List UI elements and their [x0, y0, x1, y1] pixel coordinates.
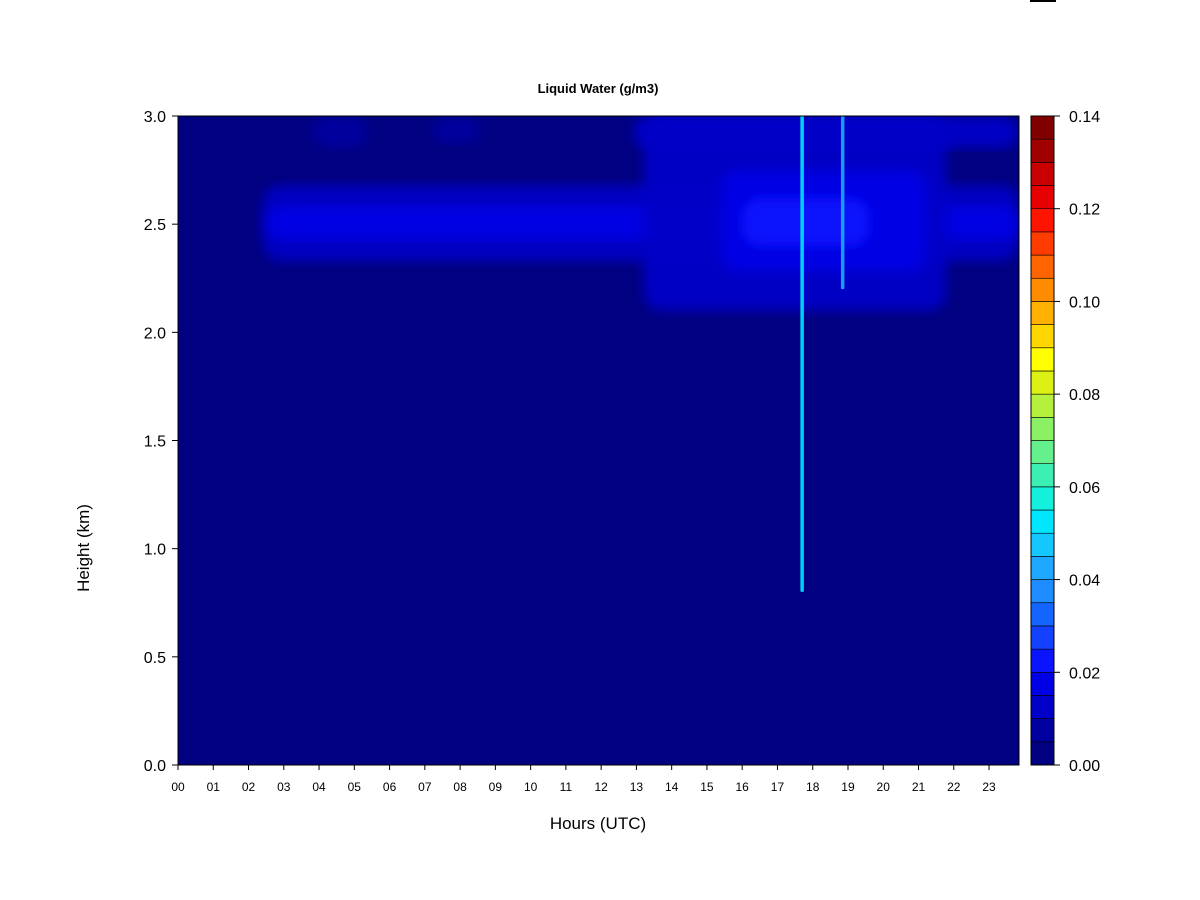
heatmap-cell-upper-layer-early-a: [311, 116, 369, 149]
x-tick-label: 02: [242, 780, 256, 794]
colorbar-swatch: [1030, 417, 1055, 441]
x-tick-label: 07: [418, 780, 432, 794]
colorbar-swatch: [1030, 579, 1055, 604]
colorbar-swatch: [1030, 254, 1055, 279]
colorbar-tick-label: 0.00: [1069, 758, 1100, 775]
colorbar-swatch: [1030, 718, 1055, 743]
colorbar-tick-label: 0.10: [1069, 294, 1100, 311]
y-tick-label: 0.5: [144, 650, 166, 667]
colorbar-swatch: [1030, 509, 1055, 534]
x-tick-label: 12: [594, 780, 608, 794]
x-tick-label: 14: [665, 780, 679, 794]
colorbar-tick-label: 0.04: [1069, 573, 1100, 590]
x-tick-label: 20: [877, 780, 891, 794]
colorbar-swatch: [1030, 556, 1055, 580]
colorbar-swatch: [1030, 625, 1055, 650]
colorbar-swatch: [1030, 671, 1055, 696]
x-tick-label: 17: [771, 780, 785, 794]
x-tick-label: 18: [806, 780, 820, 794]
y-tick-label: 2.5: [144, 217, 166, 234]
colorbar-ticks: 0.00 0.02 0.04 0.06 0.08 0.10 0.12 0.14: [1054, 109, 1100, 775]
colorbar-swatch: [1030, 486, 1055, 511]
colorbar-swatch: [1030, 532, 1055, 557]
colorbar-swatch: [1030, 648, 1055, 673]
colorbar-swatch: [1030, 347, 1055, 372]
y-tick-label: 1.5: [144, 434, 166, 451]
y-axis-label: Height (km): [74, 504, 93, 592]
colorbar-frame: [1030, 115, 1055, 766]
colorbar: [1030, 115, 1055, 766]
x-axis: 00 01 02 03 04 05 06 07 08 09 10 11 12 13 14 15 16 17 18 19…: [171, 765, 996, 794]
colorbar-swatch: [1030, 741, 1055, 766]
x-tick-label: 05: [348, 780, 362, 794]
x-tick-label: 19: [841, 780, 855, 794]
x-tick-label: 23: [982, 780, 996, 794]
chart-title: Liquid Water (g/m3): [538, 81, 659, 96]
heatmap-cell-upper-layer-afternoon: [632, 116, 1019, 149]
colorbar-swatch: [1030, 301, 1055, 325]
heatmap-cell-upper-layer-early-b: [431, 116, 482, 145]
x-tick-label: 16: [736, 780, 750, 794]
x-tick-label: 06: [383, 780, 397, 794]
y-tick-label: 2.0: [144, 325, 166, 342]
heatmap-cell-spike-17.7h: [800, 116, 804, 592]
heatmap-features: [262, 116, 1019, 592]
x-tick-label: 04: [312, 780, 326, 794]
colorbar-tick-label: 0.14: [1069, 109, 1100, 126]
x-tick-label: 09: [489, 780, 503, 794]
colorbar-tick-label: 0.06: [1069, 480, 1100, 497]
colorbar-tick-label: 0.12: [1069, 202, 1100, 219]
x-tick-label: 22: [947, 780, 961, 794]
colorbar-swatch: [1030, 138, 1055, 163]
colorbar-swatch: [1030, 602, 1055, 627]
colorbar-swatch: [1030, 324, 1055, 349]
colorbar-swatch: [1030, 115, 1055, 140]
colorbar-swatch: [1030, 231, 1055, 256]
colorbar-swatch: [1030, 277, 1055, 302]
heatmap-cell-afternoon-cloud-peak: [742, 198, 870, 246]
corner-mark: [1030, 0, 1056, 2]
x-tick-label: 08: [453, 780, 467, 794]
x-tick-label: 15: [700, 780, 714, 794]
colorbar-swatch: [1030, 185, 1055, 210]
x-tick-label: 13: [630, 780, 644, 794]
y-axis: 0.0 0.5 1.0 1.5 2.0 2.5 3.0: [144, 109, 178, 775]
colorbar-tick-label: 0.08: [1069, 387, 1100, 404]
x-tick-label: 21: [912, 780, 926, 794]
x-axis-label: Hours (UTC): [550, 814, 646, 833]
colorbar-swatch: [1030, 370, 1055, 395]
colorbar-swatch: [1030, 440, 1055, 464]
x-tick-label: 00: [171, 780, 185, 794]
colorbar-swatch: [1030, 463, 1055, 488]
x-tick-label: 01: [207, 780, 221, 794]
x-tick-label: 03: [277, 780, 291, 794]
y-tick-label: 1.0: [144, 542, 166, 559]
colorbar-swatch: [1030, 695, 1055, 719]
x-tick-label: 10: [524, 780, 538, 794]
colorbar-tick-label: 0.02: [1069, 665, 1100, 682]
heatmap-cell-spike-18.85h: [840, 116, 845, 290]
colorbar-swatch: [1030, 162, 1055, 186]
colorbar-swatch: [1030, 208, 1055, 233]
y-tick-label: 3.0: [144, 109, 166, 126]
y-tick-label: 0.0: [144, 758, 166, 775]
x-tick-label: 11: [560, 780, 573, 794]
colorbar-swatch: [1030, 393, 1055, 418]
